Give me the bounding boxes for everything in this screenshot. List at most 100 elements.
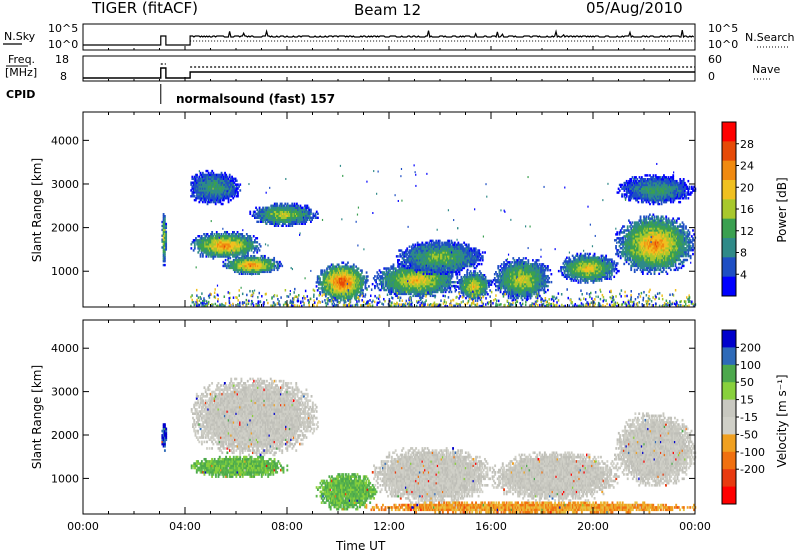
power-cell <box>203 177 205 181</box>
power-cell <box>449 255 452 258</box>
power-cell <box>457 255 460 258</box>
power-cell <box>227 239 230 242</box>
power-cell <box>429 271 432 274</box>
power-cell <box>237 233 240 236</box>
power-cell <box>251 245 254 248</box>
power-cell <box>398 273 401 276</box>
power-cell <box>423 286 426 290</box>
power-cell <box>415 290 418 294</box>
power-cell <box>379 271 382 274</box>
power-cell <box>260 268 263 272</box>
power-cell <box>215 253 218 256</box>
power-cell <box>421 266 424 270</box>
power-cell <box>429 253 432 256</box>
power-cell <box>348 269 351 272</box>
power-cell <box>204 197 207 200</box>
power-cell <box>246 270 249 274</box>
power-cell <box>233 230 235 234</box>
power-cell <box>242 247 245 250</box>
power-cell <box>354 269 356 272</box>
power-cell <box>465 291 467 294</box>
power-cell <box>401 257 404 260</box>
power-cell <box>277 206 280 210</box>
power-cell <box>441 260 443 264</box>
power-cell <box>255 256 258 260</box>
power-cell <box>204 200 207 204</box>
power-cell <box>417 251 420 254</box>
power-cell <box>469 251 471 254</box>
power-cell <box>239 189 242 192</box>
power-cell <box>411 265 413 268</box>
power-cell <box>252 254 255 258</box>
power-cell <box>409 275 412 278</box>
power-cell <box>326 287 328 290</box>
power-cell <box>328 279 331 282</box>
power-cell <box>446 260 449 264</box>
power-cell <box>218 187 221 190</box>
power-cell <box>255 258 258 262</box>
power-cell <box>351 271 354 274</box>
power-cell <box>409 273 412 276</box>
power-cell <box>436 243 439 246</box>
power-cell <box>252 235 255 238</box>
power-cell <box>263 216 266 220</box>
power-cell <box>450 249 453 252</box>
power-cell <box>240 245 242 248</box>
power-cell <box>343 283 346 286</box>
power-cell <box>340 298 342 302</box>
power-cell <box>421 284 424 288</box>
power-cell <box>463 251 466 254</box>
power-cell <box>330 297 333 300</box>
power-cell <box>328 273 331 276</box>
power-cell <box>414 277 417 280</box>
power-cell <box>434 279 437 282</box>
power-cell <box>416 282 419 286</box>
power-cell <box>220 197 223 200</box>
power-cell <box>208 247 211 250</box>
power-cell <box>237 266 240 270</box>
power-cell <box>223 264 226 268</box>
power-cell <box>466 249 469 252</box>
power-cell <box>224 185 226 188</box>
power-cell <box>221 193 224 196</box>
power-cell <box>296 204 298 208</box>
power-cell <box>220 171 223 175</box>
power-cell <box>238 262 241 266</box>
power-cell <box>297 210 299 214</box>
power-cell <box>442 279 445 282</box>
power-cell <box>344 291 347 294</box>
power-cell <box>330 277 333 280</box>
power-cell <box>387 282 390 286</box>
power-cell <box>453 253 456 256</box>
power-cell <box>205 243 208 246</box>
power-cell <box>428 245 431 248</box>
power-cell <box>203 249 205 252</box>
power-cell <box>240 241 242 244</box>
power-cell <box>477 253 479 256</box>
power-cell <box>361 281 363 284</box>
power-cell <box>451 259 454 262</box>
power-cell <box>427 273 430 276</box>
power-cell <box>220 173 223 177</box>
power-cell <box>454 286 456 290</box>
power-cell <box>289 210 291 214</box>
power-cell <box>460 275 463 279</box>
power-cell <box>437 273 440 276</box>
power-cell <box>338 271 341 274</box>
power-cell <box>258 258 261 262</box>
power-cell <box>436 245 439 248</box>
power-cell <box>468 275 471 279</box>
power-cell <box>458 262 461 266</box>
power-cell <box>210 251 212 254</box>
power-cell <box>401 288 404 292</box>
power-cell <box>416 277 419 280</box>
power-cell <box>407 279 410 282</box>
power-cell <box>222 235 225 238</box>
power-cell <box>221 185 224 188</box>
power-cell <box>218 235 220 238</box>
power-cell <box>398 284 401 288</box>
power-cell <box>450 277 453 280</box>
power-cell <box>442 288 445 292</box>
power-cell <box>480 255 483 258</box>
power-cell <box>234 245 237 248</box>
